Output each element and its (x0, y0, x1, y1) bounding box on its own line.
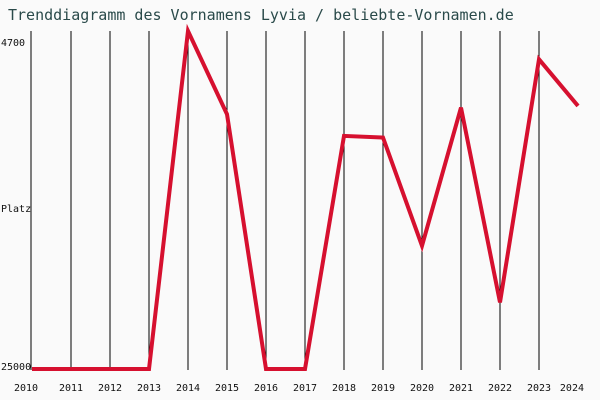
x-tick-2014: 2014 (176, 383, 200, 394)
grid-lines (70, 31, 540, 370)
x-tick-2024: 2024 (560, 383, 584, 394)
x-tick-2016: 2016 (254, 383, 278, 394)
series-group (32, 23, 580, 371)
x-tick-2012: 2012 (98, 383, 122, 394)
x-tick-2022: 2022 (488, 383, 512, 394)
y-tick-bottom: 25000 (1, 362, 31, 373)
x-tick-2010: 2010 (14, 383, 38, 394)
x-tick-2019: 2019 (371, 383, 395, 394)
x-tick-2023: 2023 (527, 383, 551, 394)
x-tick-2018: 2018 (332, 383, 356, 394)
x-tick-2015: 2015 (215, 383, 239, 394)
series-line (32, 23, 580, 371)
x-tick-2011: 2011 (59, 383, 83, 394)
x-tick-2013: 2013 (137, 383, 161, 394)
x-tick-2021: 2021 (449, 383, 473, 394)
x-tick-2017: 2017 (293, 383, 317, 394)
chart-title: Trenddiagramm des Vornamens Lyvia / beli… (8, 6, 514, 24)
x-tick-2020: 2020 (410, 383, 434, 394)
y-axis-label: Platz (1, 204, 31, 215)
y-tick-top: 4700 (1, 38, 25, 49)
x-tick-labels: 2010 2011 2012 2013 2014 2015 2016 2017 2018 2019… (14, 383, 584, 394)
